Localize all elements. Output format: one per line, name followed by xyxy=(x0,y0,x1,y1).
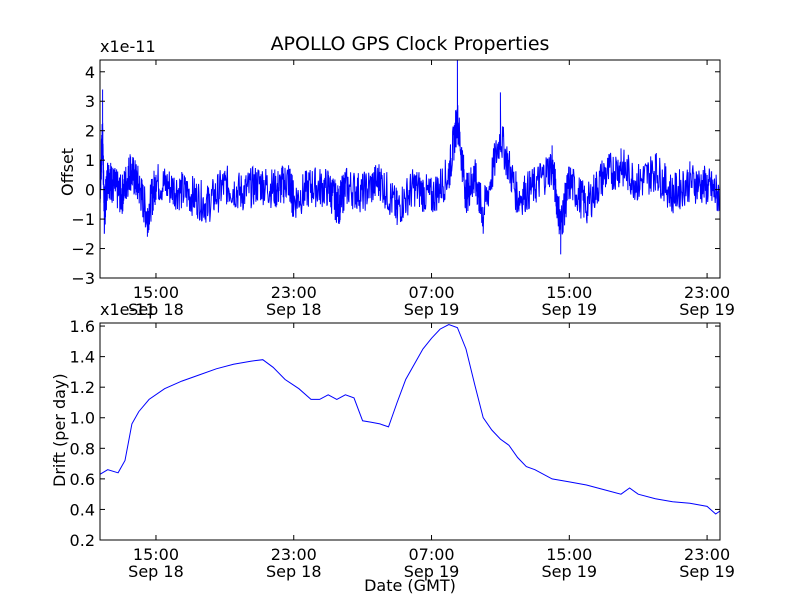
x-axis-label: Date (GMT) xyxy=(364,576,456,595)
x-tick-label-time: 15:00 xyxy=(133,545,179,564)
y-tick-label: 0.4 xyxy=(70,500,95,519)
chart-title: APOLLO GPS Clock Properties xyxy=(270,33,550,55)
y-tick-label: −1 xyxy=(71,210,95,229)
x-tick-label-date: Sep 19 xyxy=(679,300,735,319)
plot-frame xyxy=(99,59,721,279)
offset-y-axis-label: Offset xyxy=(58,147,77,196)
x-tick-label-time: 23:00 xyxy=(271,545,317,564)
y-tick-label: 1.4 xyxy=(70,348,95,367)
x-tick-label-time: 23:00 xyxy=(271,283,317,302)
x-tick-label-date: Sep 18 xyxy=(266,562,322,581)
x-tick-label-date: Sep 18 xyxy=(128,300,184,319)
x-tick-label-date: Sep 19 xyxy=(679,562,735,581)
x-tick-label-date: Sep 19 xyxy=(404,300,460,319)
y-tick-label: 0.6 xyxy=(70,470,95,489)
x-tick-label-time: 15:00 xyxy=(546,283,592,302)
y-tick-label: 1.0 xyxy=(70,409,95,428)
drift-y-multiplier: x1e-11 xyxy=(100,300,156,319)
x-tick-label-time: 15:00 xyxy=(133,283,179,302)
offset-y-multiplier: x1e-11 xyxy=(100,37,156,56)
x-tick-label-date: Sep 19 xyxy=(404,562,460,581)
x-tick-label-time: 23:00 xyxy=(684,283,730,302)
y-tick-label: 0.2 xyxy=(70,531,95,550)
x-tick-label-date: Sep 19 xyxy=(542,562,598,581)
y-tick-label: 2 xyxy=(85,122,95,141)
plot-frame xyxy=(99,322,721,541)
x-tick-label-date: Sep 18 xyxy=(266,300,322,319)
y-tick-label: −2 xyxy=(71,240,95,259)
y-tick-label: 1.2 xyxy=(70,378,95,397)
offset-series-line xyxy=(99,59,721,255)
drift-y-axis-label: Drift (per day) xyxy=(50,373,69,487)
y-tick-label: 4 xyxy=(85,63,95,82)
y-tick-label: 0.8 xyxy=(70,439,95,458)
y-tick-label: −3 xyxy=(71,269,95,288)
y-tick-label: 3 xyxy=(85,92,95,111)
x-tick-label-time: 15:00 xyxy=(546,545,592,564)
drift-series-line xyxy=(99,323,721,515)
x-tick-label-time: 07:00 xyxy=(408,283,454,302)
x-tick-label-date: Sep 19 xyxy=(542,300,598,319)
y-tick-label: 1 xyxy=(85,151,95,170)
x-tick-label-date: Sep 18 xyxy=(128,562,184,581)
x-tick-label-time: 07:00 xyxy=(408,545,454,564)
y-tick-label: 1.6 xyxy=(70,317,95,336)
x-tick-label-time: 23:00 xyxy=(684,545,730,564)
y-tick-label: 0 xyxy=(85,181,95,200)
